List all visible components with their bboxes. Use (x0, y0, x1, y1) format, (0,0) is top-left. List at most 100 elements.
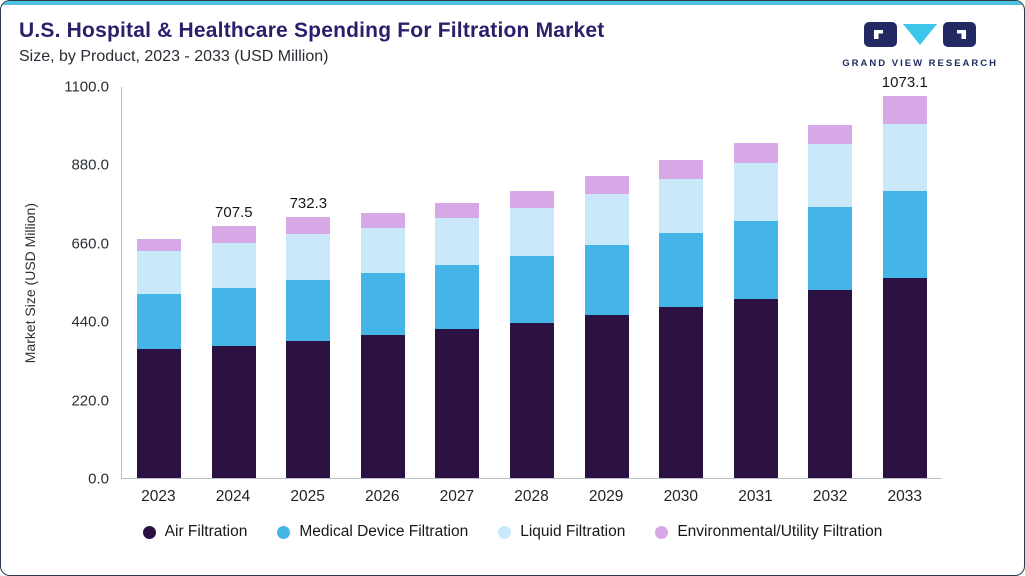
bar-2026 (346, 87, 421, 478)
bar-segment (137, 293, 182, 349)
x-tick-label: 2033 (887, 488, 922, 505)
bar-segment (211, 345, 256, 478)
legend-label: Environmental/Utility Filtration (677, 523, 883, 540)
top-accent-bar (1, 1, 1024, 5)
bar-segment (510, 255, 554, 324)
bar-segment (211, 225, 256, 243)
bar-segment (733, 143, 778, 163)
bar-stack (360, 212, 405, 478)
bar-segment (733, 220, 778, 299)
bar-segment (808, 143, 853, 207)
bar-2023 (122, 87, 197, 478)
bar-segment (510, 323, 554, 478)
bar-stack (808, 125, 853, 478)
bar-segment (659, 178, 704, 233)
x-tick-label: 2023 (141, 488, 176, 505)
bar-segment (510, 207, 554, 256)
bar-2031 (718, 87, 793, 478)
bar-stack (882, 95, 927, 478)
y-axis-title: Market Size (USD Million) (17, 87, 43, 479)
plot-canvas: 707.5 732.3 1073.1 (121, 74, 942, 479)
bar-2024: 707.5 (197, 87, 272, 478)
legend-item: Environmental/Utility Filtration (655, 523, 882, 541)
bar-segment (882, 278, 927, 478)
logo-mark-icon (864, 21, 977, 54)
chart-area: Market Size (USD Million) 0.0 220.0 440.0 6… (1, 73, 1024, 509)
legend-item: Air Filtration (142, 523, 248, 541)
bar-segment (659, 232, 704, 307)
bar-value-label: 732.3 (289, 195, 328, 213)
bar-segment (360, 227, 405, 273)
chart-subtitle: Size, by Product, 2023 - 2033 (USD Milli… (19, 48, 329, 66)
legend-item: Liquid Filtration (498, 523, 625, 541)
bar-segment (584, 244, 629, 315)
bar-segment (584, 314, 629, 478)
y-tick-label: 0.0 (88, 470, 109, 488)
bar-segment (510, 190, 554, 208)
bar-segment (435, 329, 480, 478)
x-tick-label: 2026 (365, 488, 400, 505)
bar-2027 (420, 87, 495, 478)
bar-segment (360, 335, 405, 478)
bar-segment (882, 190, 927, 279)
bar-segment (435, 264, 480, 330)
bar-segment (733, 298, 778, 478)
bar-stack (659, 159, 704, 478)
bar-stack (733, 143, 778, 478)
legend-dot-icon (277, 525, 291, 539)
bar-2032 (793, 87, 868, 478)
bar-segment (584, 193, 629, 245)
bar-segment (808, 289, 853, 478)
bar-segment (360, 212, 405, 228)
title-block: U.S. Hospital & Healthcare Spending For … (19, 19, 605, 66)
bar-segment (286, 279, 331, 341)
bar-segment (882, 95, 927, 124)
bar-stack (435, 202, 480, 478)
x-tick-label: 2029 (588, 488, 624, 505)
bar-segment (435, 202, 480, 218)
y-axis-ticks: 0.0 220.0 440.0 660.0 880.0 1100.0 (43, 79, 121, 488)
bar-segment (659, 159, 704, 179)
bar-stack (510, 190, 554, 478)
bar-stack (286, 217, 331, 478)
legend-label: Liquid Filtration (520, 523, 626, 540)
legend: Air Filtration Medical Device Filtration L… (1, 509, 1024, 553)
bar-segment (808, 125, 853, 144)
bar-segment (733, 162, 778, 221)
bar-segment (435, 217, 480, 265)
y-axis-title-text: Market Size (USD Million) (22, 202, 38, 364)
bar-segment (584, 175, 629, 194)
bar-segment (211, 287, 256, 346)
x-tick-label: 2027 (439, 488, 475, 505)
y-tick-label: 440.0 (71, 313, 109, 331)
bar-2030 (644, 87, 719, 478)
bar-stack (137, 239, 182, 478)
legend-dot-icon (498, 525, 512, 539)
x-tick-label: 2031 (738, 488, 773, 505)
bar-stack (584, 175, 629, 478)
x-tick-label: 2030 (663, 488, 699, 505)
bar-segment (286, 217, 331, 234)
bar-segment (137, 251, 182, 294)
bar-2033: 1073.1 (867, 74, 942, 478)
legend-dot-icon (142, 525, 156, 539)
legend-label: Air Filtration (164, 523, 248, 540)
bar-segment (882, 123, 927, 191)
y-tick-label: 660.0 (71, 235, 109, 253)
plot-region: 707.5 732.3 1073.1 2023 2024 2025 2026 2027 202… (121, 74, 942, 509)
bar-segment (808, 206, 853, 290)
bar-value-label: 707.5 (215, 203, 253, 221)
bar-2029 (569, 87, 644, 478)
x-tick-label: 2024 (215, 488, 251, 505)
bar-segment (360, 272, 405, 336)
bar-2028 (495, 87, 570, 478)
legend-item: Medical Device Filtration (277, 523, 468, 541)
x-axis-ticks: 2023 2024 2025 2026 2027 2028 2029 2030 2031 2032… (121, 479, 942, 509)
chart-title: U.S. Hospital & Healthcare Spending For … (19, 19, 605, 42)
bar-segment (286, 233, 331, 280)
bar-value-label: 1073.1 (881, 73, 928, 91)
logo-text: GRAND VIEW RESEARCH (842, 58, 998, 69)
bar-stack (211, 225, 256, 478)
bar-segment (659, 306, 704, 478)
